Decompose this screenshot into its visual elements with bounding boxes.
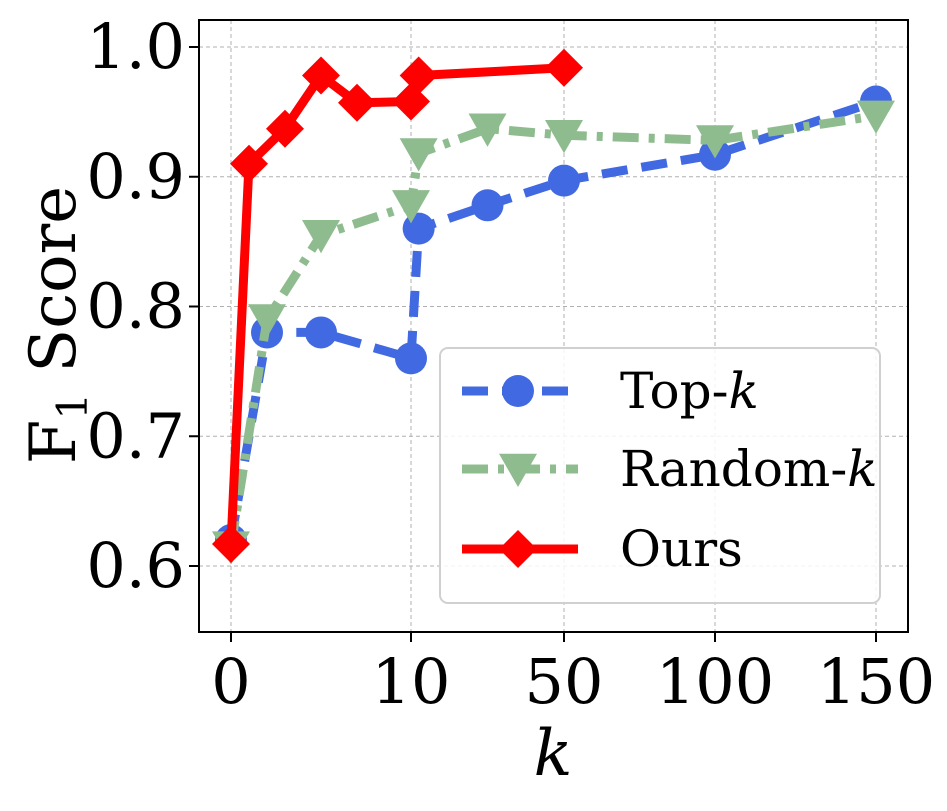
data-point-marker (402, 212, 435, 245)
data-point-marker (230, 144, 268, 183)
data-point-marker (548, 164, 580, 197)
data-point-marker (212, 524, 250, 563)
data-point-marker (302, 219, 340, 254)
y-tick-label: 0.6 (86, 529, 185, 602)
series-ours-group (212, 48, 583, 563)
svg-text:F1 Score: F1 Score (17, 186, 97, 464)
legend-marker-swatch (499, 453, 537, 488)
data-point-marker (468, 113, 507, 147)
x-tick-label: 100 (656, 645, 774, 718)
y-axis-title-suffix: Score (17, 186, 91, 393)
y-axis-title-subscript: 1 (48, 393, 97, 420)
legend-marker-swatch (502, 375, 534, 407)
data-point-marker (302, 56, 340, 95)
legend-label: Ours (620, 520, 743, 578)
series-layer (212, 48, 895, 565)
x-tick-label: 10 (372, 645, 451, 718)
data-point-marker (399, 138, 438, 172)
legend-item: Random-k (462, 440, 878, 498)
legend-item: Ours (462, 520, 743, 578)
x-tick-label: 0 (211, 645, 250, 718)
y-axis-title: F1 Score (17, 186, 97, 464)
x-tick-label: 150 (817, 645, 935, 718)
x-axis: 0 10 50 100 150 (211, 632, 935, 718)
x-tick-label: 50 (525, 645, 604, 718)
data-point-marker (338, 83, 376, 122)
y-tick-label: 1.0 (86, 10, 185, 83)
y-axis: 0.6 0.7 0.8 0.9 1.0 (86, 10, 199, 602)
data-point-marker (399, 56, 438, 95)
y-tick-label: 0.8 (86, 270, 185, 343)
legend-label: Top-k (620, 362, 759, 420)
data-point-marker (305, 316, 337, 349)
legend-marker-swatch (499, 530, 537, 568)
data-point-marker (392, 190, 430, 224)
data-point-marker (696, 125, 734, 159)
legend: Top-k Random-k Ours (439, 347, 881, 604)
y-tick-label: 0.9 (86, 140, 185, 213)
data-point-marker (471, 189, 504, 222)
data-point-marker (545, 48, 583, 87)
x-axis-title: k (534, 717, 573, 791)
data-point-marker (857, 100, 895, 134)
legend-label: Random-k (620, 440, 878, 498)
legend-box (439, 347, 881, 604)
legend-item: Top-k (462, 362, 759, 420)
data-point-marker (545, 120, 583, 154)
y-axis-title-main: F (17, 420, 91, 464)
y-tick-label: 0.7 (86, 399, 185, 472)
data-point-marker (266, 109, 304, 148)
data-point-marker (248, 304, 286, 338)
data-point-marker (395, 342, 427, 375)
plot-frame (198, 19, 909, 633)
